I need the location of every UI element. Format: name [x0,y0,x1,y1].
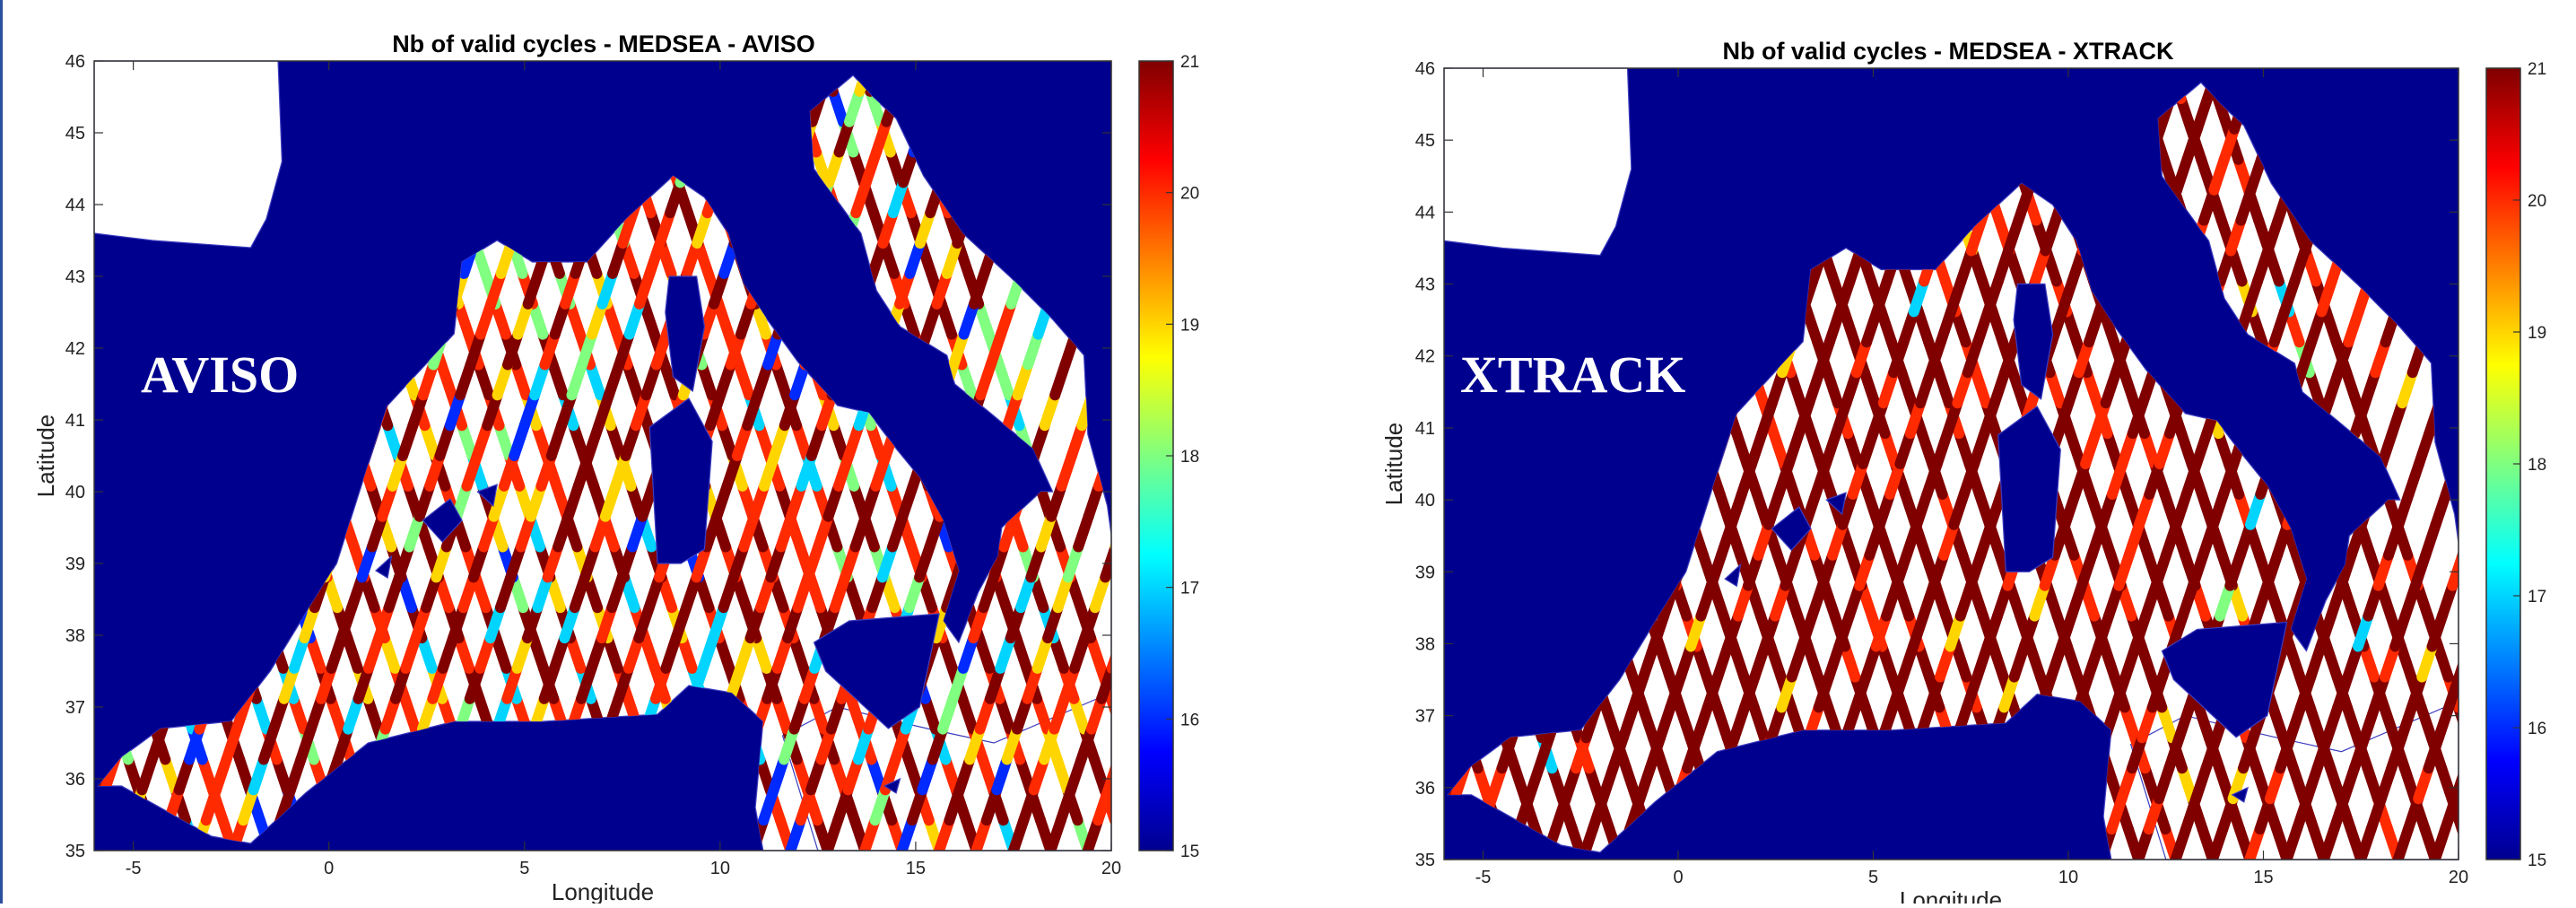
colorbar-tick-label: 17 [2528,588,2546,607]
y-tick-label: 46 [65,52,85,72]
y-tick-label: 44 [1415,203,1435,223]
coast-area-0 [1444,68,1632,256]
y-axis-label: Latitude [1380,423,1407,506]
y-tick-label: 35 [1415,851,1435,870]
y-tick-label: 39 [65,554,85,574]
y-tick-label: 43 [1415,275,1435,295]
aviso-panel: Nb of valid cycles - MEDSEA - AVISO -5 0 5… [0,31,1427,904]
colorbar-tick-label: 19 [2528,324,2546,343]
left-frame-border [0,0,3,904]
x-axis-label: Longitude [1900,886,2002,904]
x-tick-label: 0 [1673,868,1683,887]
chart-title: Nb of valid cycles - MEDSEA - AVISO [392,31,815,57]
colorbar-tick-label: 18 [1180,448,1199,467]
x-tick-label: 10 [2058,868,2078,887]
coast-area-0 [94,61,282,248]
y-tick-label: 35 [65,842,85,861]
y-tick-label: 42 [1415,347,1435,367]
chart-title: Nb of valid cycles - MEDSEA - XTRACK [1722,38,2174,65]
x-tick-label: 20 [2449,868,2468,887]
y-tick-label: 45 [65,124,85,144]
y-tick-label: 44 [65,196,85,215]
colorbar-tick-label: 20 [2528,192,2546,211]
y-tick-label: 46 [1415,59,1435,79]
y-tick-label: 40 [1415,491,1435,511]
y-tick-label: 37 [1415,707,1435,727]
colorbar-tick-label: 16 [2528,720,2546,738]
colorbar-tick-label: 21 [1180,53,1199,72]
y-tick-label: 40 [65,483,85,502]
colorbar-tick-label: 21 [2528,60,2546,79]
x-tick-label: -5 [1475,868,1492,887]
colorbar-tick-label: 17 [1180,580,1199,598]
y-tick-label: 39 [1415,563,1435,582]
x-axis-label: Longitude [552,878,654,904]
y-tick-label: 41 [1415,419,1435,439]
y-tick-label: 36 [65,770,85,790]
colorbar-tick-label: 19 [1180,316,1199,335]
y-axis-label: Latitude [32,415,59,498]
overlay-label: AVISO [141,345,299,404]
colorbar-tick-label: 15 [1180,843,1199,861]
colorbar-tick-label: 20 [1180,185,1199,204]
y-tick-label: 43 [65,267,85,287]
x-tick-label: 20 [1101,859,1121,878]
overlay-label: XTRACK [1460,345,1685,404]
y-tick-label: 38 [65,626,85,646]
y-tick-label: 42 [65,339,85,359]
island-1 [1998,406,2061,572]
y-tick-label: 37 [65,698,85,718]
x-tick-label: 15 [2253,868,2273,887]
x-tick-label: 10 [710,859,730,878]
y-tick-label: 36 [1415,779,1435,799]
colorbar-tick-label: 15 [2528,851,2546,870]
x-tick-label: 5 [1868,868,1878,887]
x-tick-label: -5 [126,859,142,878]
x-tick-label: 5 [519,859,529,878]
colorbar-tick-label: 18 [2528,456,2546,475]
island-1 [649,398,712,563]
x-tick-label: 15 [906,859,926,878]
colorbar-tick-label: 16 [1180,711,1199,729]
y-tick-label: 41 [65,411,85,431]
y-tick-label: 45 [1415,131,1435,151]
y-tick-label: 38 [1415,634,1435,654]
x-tick-label: 0 [324,859,334,878]
